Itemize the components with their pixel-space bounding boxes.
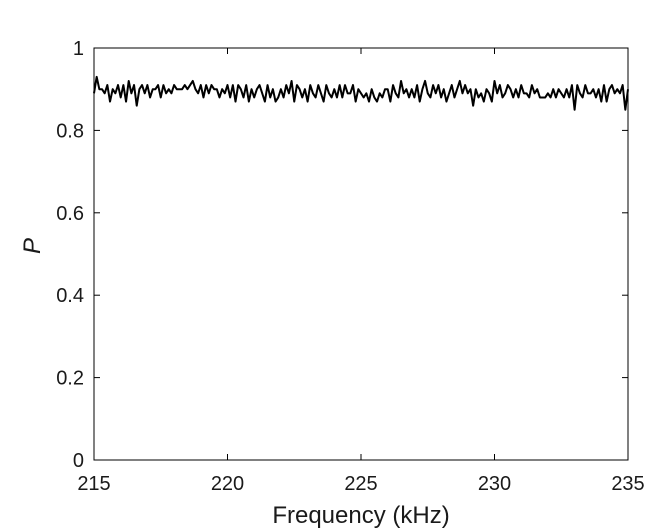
- y-tick-label: 1: [73, 38, 84, 60]
- x-tick-label: 215: [77, 473, 110, 495]
- x-axis-ticks: 215 220 225 230 235: [77, 48, 645, 495]
- y-axis-label: P: [19, 238, 46, 254]
- y-tick-label: 0.2: [56, 368, 84, 390]
- y-tick-label: 0.6: [56, 203, 84, 225]
- y-tick-label: 0.4: [56, 285, 84, 307]
- y-tick-label: 0: [73, 450, 84, 472]
- plot-frame: [93, 47, 629, 461]
- x-tick-label: 220: [211, 473, 244, 495]
- y-tick-label: 0.8: [56, 120, 84, 142]
- series-line: [93, 75, 629, 111]
- y-axis-ticks: 0 0.2 0.4 0.6 0.8 1: [56, 38, 628, 472]
- x-tick-label: 230: [478, 473, 511, 495]
- x-axis-label: Frequency (kHz): [272, 502, 449, 529]
- x-tick-label: 235: [611, 473, 644, 495]
- x-tick-label: 225: [344, 473, 377, 495]
